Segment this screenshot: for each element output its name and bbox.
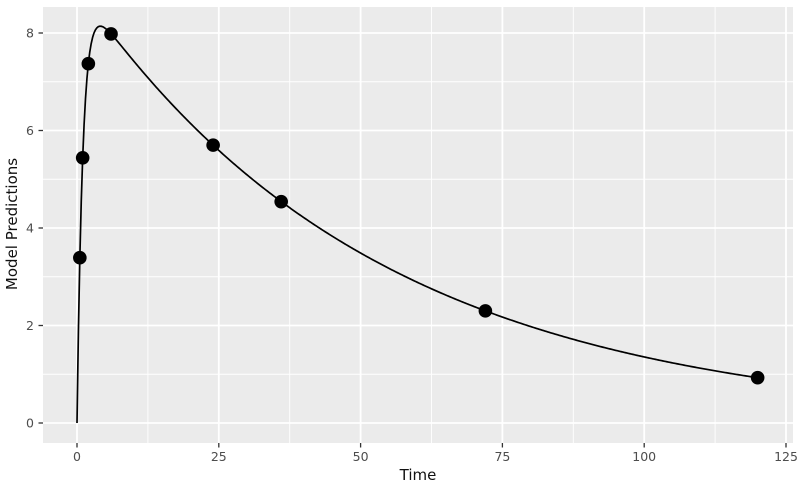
y-axis-tick-label: 2	[26, 318, 34, 333]
data-point	[81, 56, 96, 71]
data-point	[750, 370, 765, 385]
axis-tick-labels: 0 25 50 75 100 125 0 2 4 6 8	[26, 26, 798, 465]
x-axis-tick-label: 50	[353, 449, 369, 464]
y-axis-title: Model Predictions	[3, 158, 21, 290]
data-point	[206, 138, 220, 152]
data-point	[75, 151, 90, 165]
y-axis-tick-label: 0	[26, 416, 34, 431]
axis-ticks	[38, 32, 787, 448]
y-axis-tick-label: 4	[26, 221, 34, 236]
x-axis-tick-label: 100	[632, 449, 656, 464]
x-axis-tick-label: 0	[73, 449, 81, 464]
panel-background	[43, 7, 793, 443]
prediction-curve	[76, 25, 758, 424]
x-axis-title: Time	[399, 466, 437, 484]
data-point	[478, 304, 493, 318]
x-axis-tick-label: 125	[774, 449, 798, 464]
y-axis-tick-label: 8	[26, 26, 34, 41]
y-axis-tick-label: 6	[26, 123, 34, 138]
x-axis-tick-label: 75	[494, 449, 510, 464]
data-point	[104, 27, 118, 41]
data-point	[73, 250, 87, 265]
data-point	[274, 194, 288, 209]
x-axis-tick-label: 25	[211, 449, 227, 464]
plot-panel	[43, 7, 793, 443]
